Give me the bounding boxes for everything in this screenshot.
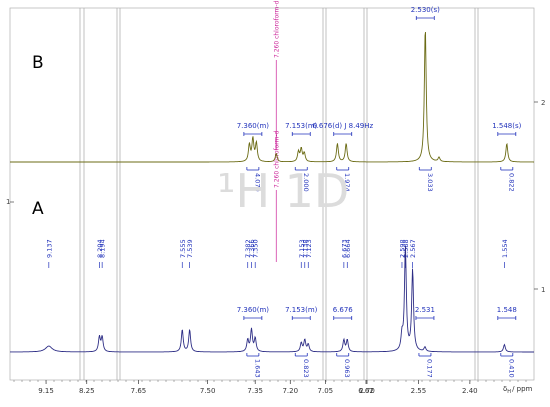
- x-axis-label: δH/ ppm: [503, 385, 533, 395]
- x-tick-label: 7.50: [200, 387, 216, 395]
- multiplet-label: 2.530(s): [411, 6, 440, 14]
- integral-value: 0.410: [507, 359, 515, 378]
- peak-pick-label: 7.123: [305, 239, 313, 258]
- x-tick-label: 9.15: [38, 387, 54, 395]
- peak-pick-label: 7.138: [301, 239, 309, 258]
- spectrum-label-a: A: [32, 199, 44, 219]
- spectrum-label-b: B: [32, 53, 44, 73]
- multiplet-label: 7.153(m): [285, 306, 318, 314]
- solvent-label: 7.260 chloroform-d: [274, 0, 281, 58]
- x-axis-label-delta: δ: [503, 385, 507, 393]
- integral-value: 1.643: [253, 359, 261, 378]
- multiplet-label: 6.676: [333, 306, 354, 314]
- spectrum-trace: [10, 31, 534, 163]
- plot-frame: [9, 7, 535, 381]
- axis-layer: 9.15 8.25 7.65 7.50 7.35 7.20 7.05 6.622.70 2.55…: [10, 101, 538, 395]
- peak-pick-label: 7.539: [186, 239, 194, 258]
- multiplet-label: 6.676(d) J 8.49Hz: [312, 122, 373, 130]
- peak-pick-label: 8.194: [99, 239, 107, 258]
- integral-value: 4.070: [253, 173, 261, 192]
- x-axis-label-sub: H: [507, 389, 511, 395]
- x-tick-label: 6.62: [358, 387, 374, 395]
- multiplet-label: 7.360(m): [237, 122, 270, 130]
- x-tick-label: 2.40: [462, 387, 478, 395]
- x-tick-label: 2.70: [359, 387, 375, 395]
- spectrum-trace: [10, 245, 534, 353]
- trace-layer: [10, 31, 534, 353]
- x-tick-label: 2.55: [411, 387, 427, 395]
- nucleus-watermark: ¹H 1D: [217, 164, 349, 218]
- x-tick-label: 7.35: [247, 387, 263, 395]
- multiplet-label: 1.548(s): [492, 122, 521, 130]
- x-axis-label-unit: / ppm: [512, 385, 532, 393]
- x-tick-label: 7.05: [318, 387, 334, 395]
- peak-pick-label: 6.673: [340, 239, 348, 258]
- peak-pick-label: 6.664: [344, 239, 352, 258]
- x-tick-label: 7.65: [131, 387, 147, 395]
- right-axis-label-1: 1: [541, 286, 545, 294]
- peak-pick-label: 7.555: [179, 239, 187, 258]
- integral-value: 0.177: [425, 359, 433, 378]
- multiplet-label: 7.360(m): [237, 306, 270, 314]
- multiplet-label: 1.548: [497, 306, 517, 314]
- right-axis-label-2: 2: [541, 99, 545, 107]
- integral-value: 0.823: [302, 359, 310, 378]
- peak-pick-label: 7.153: [298, 239, 306, 258]
- peak-pick-label: 9.137: [45, 239, 53, 258]
- left-axis-mark: 1: [6, 198, 10, 206]
- integral-value: 0.822: [507, 173, 515, 192]
- multiplet-label: 2.531: [415, 306, 435, 314]
- peak-pick-label: 8.204: [96, 239, 104, 258]
- frame-layer: [9, 7, 535, 381]
- peak-pick-label: 7.382: [244, 239, 252, 258]
- multiplet-label: 7.153(m): [285, 122, 318, 130]
- peak-pick-label: 7.350: [252, 239, 260, 258]
- peak-pick-label: 1.554: [501, 239, 509, 258]
- solvent-label: 7.260 chloroform-d: [274, 130, 281, 188]
- integral-value: 2.000: [302, 173, 310, 192]
- integral-value: 3.033: [426, 173, 434, 192]
- peak-pick-label: 2.598: [398, 239, 406, 258]
- x-tick-label: 7.20: [282, 387, 298, 395]
- integral-value: 0.963: [343, 359, 351, 378]
- peak-pick-label: 2.567: [409, 239, 417, 258]
- integral-value: 1.974: [343, 173, 351, 192]
- peak-pick-label: 7.366: [248, 239, 256, 258]
- x-tick-label: 8.25: [79, 387, 95, 395]
